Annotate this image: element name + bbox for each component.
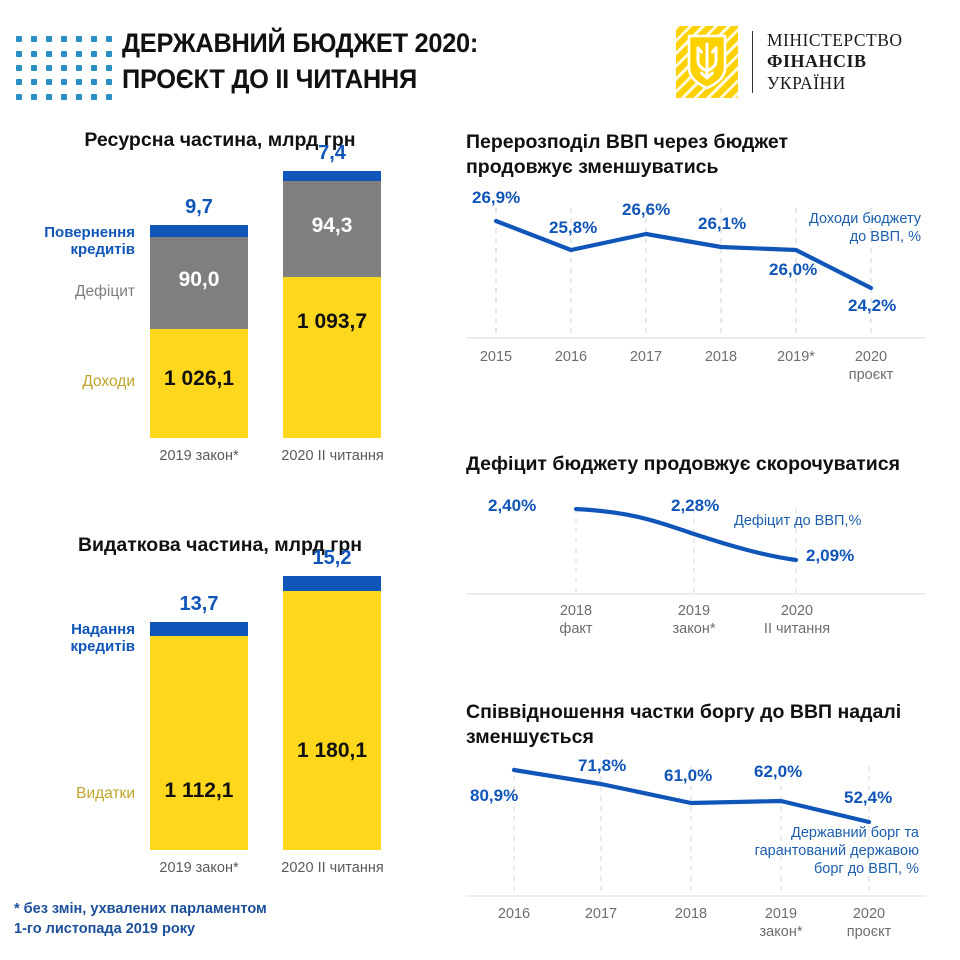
bar-segment-deficit-2020: [283, 181, 381, 277]
chart-debt-to-gdp: Співвідношення частки боргу до ВВП надал…: [466, 700, 946, 950]
chart-gdp-redistribution: Перерозподіл ВВП через бюджет продовжує …: [466, 130, 946, 395]
chart-gdp-redistribution-title: Перерозподіл ВВП через бюджет продовжує …: [466, 131, 789, 178]
logo-line1: МІНІСТЕРСТВО: [767, 29, 903, 50]
value-expenditure-2019: 1 112,1: [164, 779, 234, 802]
bar-segment-expenditure-2020: [283, 591, 381, 850]
datalabel-debt-2019: 62,0%: [754, 762, 803, 781]
xtick-debt-2017: 2017: [584, 906, 618, 922]
bar-segment-credit-return-2020: [283, 171, 381, 181]
chart-expenditure-part-title: Видаткова частина, млрд грн: [77, 534, 363, 556]
value-expenditure-2020: 1 180,1: [296, 739, 368, 762]
datalabel-deficit-2020: 2,09%: [806, 546, 855, 565]
value-credit-return-2020: 7,4: [318, 142, 346, 164]
series-label-gdp-revenue: Доходи бюджету до ВВП, %: [809, 211, 921, 246]
legend-label-expenditure: Видатки: [76, 785, 135, 802]
value-revenue-2020: 1 093,7: [296, 310, 368, 333]
bar-2020-expenditure: 15,2 1 180,1: [283, 533, 381, 853]
xtick-expenditure-2019: 2019 закон*: [159, 860, 239, 876]
value-deficit-2020: 94,3: [311, 214, 353, 237]
value-credit-return-2019: 9,7: [185, 196, 213, 218]
xtick-debt-2019: 2019 закон*: [759, 906, 803, 941]
bar-segment-expenditure-2019: [150, 636, 248, 850]
datalabel-gdp-2016: 25,8%: [549, 218, 598, 237]
legend-label-revenue: Доходи: [82, 373, 135, 390]
dot-pattern-decoration: [12, 32, 116, 104]
series-label-deficit-to-gdp: Дефіцит до ВВП,%: [734, 513, 862, 529]
value-credit-provision-2019: 13,7: [179, 593, 219, 615]
page-title: ДЕРЖАВНИЙ БЮДЖЕТ 2020: ПРОЄКТ ДО II ЧИТА…: [122, 26, 611, 97]
datalabel-gdp-2019: 26,0%: [769, 260, 818, 279]
logo-divider: [752, 31, 753, 93]
xtick-resource-2020: 2020 II читання: [281, 448, 384, 464]
xtick-expenditure-2020: 2020 II читання: [281, 860, 384, 876]
datalabel-deficit-2019: 2,28%: [671, 496, 720, 515]
value-deficit-2019: 90,0: [178, 268, 220, 291]
datalabel-gdp-2015: 26,9%: [472, 188, 521, 207]
legend-label-deficit: Дефіцит: [75, 283, 135, 300]
datalabel-debt-2018: 61,0%: [664, 766, 713, 785]
gdp-redistribution-plot: [466, 208, 926, 339]
xtick-resource-2019: 2019 закон*: [159, 448, 239, 464]
xtick-gdp-2016: 2016: [554, 349, 588, 365]
datalabel-debt-2020: 52,4%: [844, 788, 893, 807]
xtick-debt-2016: 2016: [497, 906, 531, 922]
xtick-deficit-2020: 2020 II читання: [763, 603, 831, 638]
xtick-gdp-2018: 2018: [704, 349, 738, 365]
chart-budget-deficit-title: Дефіцит бюджету продовжує скорочуватися: [466, 453, 900, 475]
page-title-line1: ДЕРЖАВНИЙ БЮДЖЕТ 2020:: [122, 28, 479, 58]
bar-segment-credit-return-2019: [150, 225, 248, 237]
xtick-deficit-2018: 2018 факт: [559, 603, 593, 638]
budget-deficit-plot: [466, 506, 926, 595]
chart-expenditure-part: Видаткова частина, млрд грн Надання кред…: [0, 533, 440, 883]
datalabel-gdp-2017: 26,6%: [622, 200, 671, 219]
xtick-gdp-2015: 2015: [479, 349, 513, 365]
bar-segment-credit-provision-2019: [150, 622, 248, 636]
chart-resource-part-title: Ресурсна частина, млрд грн: [84, 129, 356, 151]
value-revenue-2019: 1 026,1: [163, 367, 235, 390]
logo-line2: ФІНАНСІВ: [767, 51, 867, 72]
xtick-debt-2018: 2018: [674, 906, 708, 922]
xtick-gdp-2017: 2017: [629, 349, 663, 365]
bar-segment-revenue-2019: [150, 329, 248, 438]
debt-to-gdp-plot: [466, 766, 926, 897]
footnote-text: * без змін, ухвалених парламентом 1-го ли…: [14, 901, 267, 937]
xtick-deficit-2019: 2019 закон*: [672, 603, 716, 638]
datalabel-debt-2016: 80,9%: [470, 786, 519, 805]
chart-budget-deficit: Дефіцит бюджету продовжує скорочуватися …: [466, 452, 946, 652]
datalabel-deficit-2018: 2,40%: [488, 496, 537, 515]
legend-label-credit-provision: Надання кредитів: [70, 621, 136, 655]
ministry-of-finance-logo: МІНІСТЕРСТВО ФІНАНСІВ УКРАЇНИ: [676, 26, 903, 98]
bar-segment-revenue-2020: [283, 277, 381, 438]
bar-segment-deficit-2019: [150, 237, 248, 329]
coat-of-arms-icon: [676, 26, 738, 98]
xtick-gdp-2019: 2019*: [777, 349, 815, 365]
datalabel-debt-2017: 71,8%: [578, 756, 627, 775]
datalabel-gdp-2018: 26,1%: [698, 214, 747, 233]
xtick-debt-2020: 2020 проєкт: [846, 906, 892, 941]
chart-debt-to-gdp-title: Співвідношення частки боргу до ВВП надал…: [466, 701, 902, 748]
page-title-line2: ПРОЄКТ ДО II ЧИТАННЯ: [122, 63, 417, 94]
series-label-debt-to-gdp: Державний борг та гарантований державою бо…: [754, 825, 919, 878]
value-credit-provision-2020: 15,2: [312, 547, 352, 569]
bar-segment-credit-provision-2020: [283, 576, 381, 591]
xtick-gdp-2020: 2020 проєкт: [848, 349, 894, 384]
bar-2019-resource: 9,7 90,0 1 026,1: [150, 128, 248, 438]
bar-2019-expenditure: 13,7 1 112,1: [150, 533, 248, 853]
bar-2020-resource: 7,4 94,3 1 093,7: [283, 128, 381, 438]
logo-wordmark: МІНІСТЕРСТВО ФІНАНСІВ УКРАЇНИ: [767, 30, 903, 95]
chart-resource-part: Ресурсна частина, млрд грн Повернення кр…: [0, 128, 440, 464]
logo-line3: УКРАЇНИ: [767, 72, 846, 93]
datalabel-gdp-2020: 24,2%: [848, 296, 897, 315]
legend-label-credit-return: Повернення кредитів: [44, 224, 135, 258]
